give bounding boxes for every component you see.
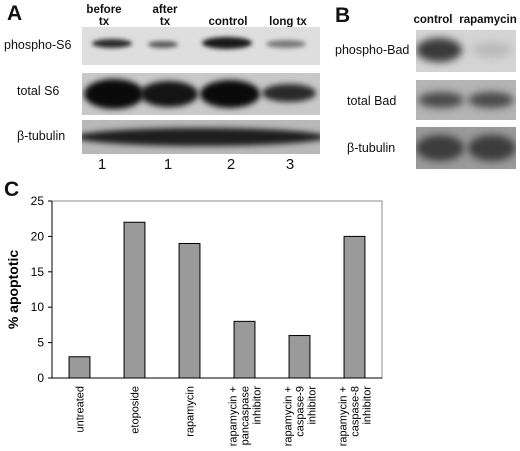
band	[262, 84, 316, 102]
lane-header-after-tx: after tx	[152, 4, 178, 28]
band	[468, 92, 514, 108]
band	[148, 41, 178, 48]
lane-number-1b: 1	[163, 156, 173, 173]
y-tick-label: 15	[31, 265, 45, 279]
x-tick-label-line: rapamycin +	[228, 386, 240, 446]
panel-c-label: C	[4, 178, 20, 201]
y-tick-label: 10	[31, 300, 45, 314]
lane-header-rapamycin: rapamycin	[459, 14, 517, 26]
panel-a-label: A	[7, 2, 23, 25]
band	[202, 37, 252, 49]
x-tick-label-line: rapamycin +	[283, 386, 295, 446]
blot-total-bad	[416, 80, 516, 120]
x-tick-label-5: rapamycin + caspase-8 inhibitor	[338, 386, 374, 447]
lane-header-control: control	[208, 16, 248, 28]
row-label-beta-tubulin-a: β-tubulin	[17, 129, 66, 143]
bar-0	[68, 356, 91, 379]
blot-beta-tubulin-b	[416, 127, 516, 169]
blot-total-s6	[82, 73, 320, 115]
y-tick-label: 25	[31, 194, 45, 208]
lane-header-long-tx: long tx	[269, 16, 307, 28]
bar-3	[233, 320, 256, 379]
x-tick-label-4: rapamycin + caspase-9 inhibitor	[283, 386, 319, 447]
band	[82, 128, 320, 146]
band	[84, 79, 144, 109]
band	[416, 38, 462, 62]
blot-phospho-s6	[82, 27, 320, 65]
bar-5	[343, 235, 366, 379]
lane-number-1a: 1	[97, 156, 107, 173]
bar-2	[178, 242, 201, 379]
x-tick-label-line: etoposide	[130, 386, 142, 434]
band	[418, 92, 464, 108]
row-label-beta-tubulin-b: β-tubulin	[347, 141, 396, 155]
lane-header-before-tx: before tx	[86, 4, 122, 28]
x-tick-label-0: untreated	[75, 386, 87, 432]
band	[266, 40, 306, 48]
bars	[68, 221, 366, 379]
band	[92, 39, 132, 48]
band	[140, 81, 198, 107]
x-tick-label-line: inhibitor	[307, 386, 319, 425]
lane-number-3: 3	[285, 156, 295, 173]
y-axis-label: % apoptotic	[5, 250, 21, 330]
x-tick-label-line: caspase-8	[350, 386, 362, 437]
x-tick-labels: untreated etoposide rapamycin rapamycin + pa…	[75, 386, 374, 447]
panel-b-label: B	[335, 4, 351, 27]
x-tick-label-line: inhibitor	[252, 386, 264, 425]
blot-phospho-bad	[416, 30, 516, 72]
bar-1	[123, 221, 146, 379]
x-tick-label-line: pancaspase	[240, 386, 252, 445]
x-tick-label-line: untreated	[75, 386, 87, 432]
y-tick-label: 20	[31, 229, 45, 243]
x-tick-label-line: caspase-9	[295, 386, 307, 437]
blot-beta-tubulin-a	[82, 120, 320, 154]
row-label-total-bad: total Bad	[347, 94, 397, 108]
x-tick-label-line: rapamycin +	[338, 386, 350, 446]
band	[200, 80, 260, 108]
band	[472, 42, 512, 58]
y-axis: 0 5 10 15 20 25	[31, 194, 382, 385]
y-tick-label: 5	[37, 336, 44, 350]
plot-area	[51, 200, 383, 379]
x-tick-label-line: rapamycin	[185, 386, 197, 437]
lane-number-2: 2	[226, 156, 236, 173]
band	[416, 135, 464, 161]
x-tick-label-1: etoposide	[130, 386, 142, 434]
bar-4	[288, 335, 311, 379]
x-tick-label-2: rapamycin	[185, 386, 197, 437]
row-label-phospho-s6: phospho-S6	[4, 38, 72, 52]
x-tick-label-3: rapamycin + pancaspase inhibitor	[228, 386, 264, 447]
band	[468, 135, 516, 161]
y-tick-label: 0	[37, 371, 44, 385]
row-label-total-s6: total S6	[17, 84, 60, 98]
row-label-phospho-bad: phospho-Bad	[335, 43, 410, 57]
lane-header-control-b: control	[413, 14, 453, 26]
x-tick-label-line: inhibitor	[362, 386, 374, 425]
